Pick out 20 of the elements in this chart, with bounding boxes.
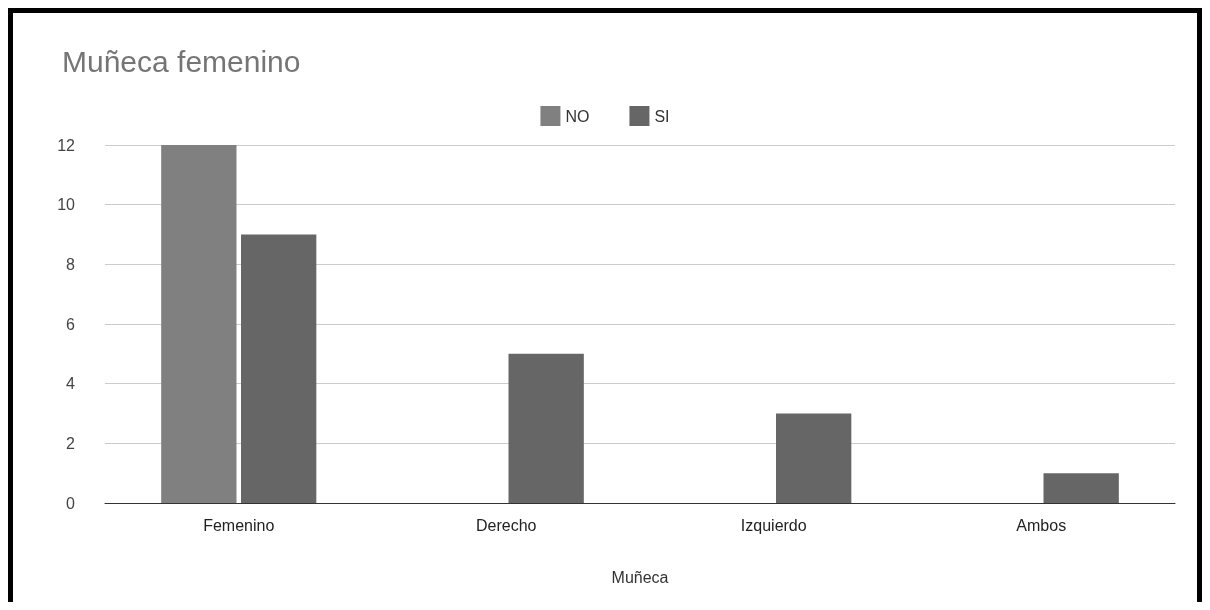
x-tick-label: Derecho — [476, 516, 537, 534]
bar — [508, 353, 584, 503]
x-tick-label: Izquierdo — [740, 516, 807, 534]
y-tick-label: 8 — [66, 255, 76, 273]
chart-title: Muñeca femenino — [62, 44, 301, 78]
bar — [241, 234, 317, 503]
x-axis-title: Muñeca — [611, 568, 669, 586]
y-tick-label: 12 — [57, 136, 76, 154]
y-tick-label: 6 — [66, 315, 76, 333]
x-tick-label: Ambos — [1016, 516, 1067, 534]
bar — [776, 413, 852, 503]
legend-label: SI — [654, 107, 670, 125]
x-tick-label: Femenino — [203, 516, 275, 534]
y-tick-label: 0 — [66, 494, 76, 512]
y-tick-label: 10 — [57, 196, 76, 214]
y-tick-label: 4 — [66, 375, 76, 393]
bar — [1043, 473, 1119, 503]
legend-label: NO — [565, 107, 590, 125]
y-tick-label: 2 — [66, 434, 76, 452]
bar — [161, 145, 237, 503]
